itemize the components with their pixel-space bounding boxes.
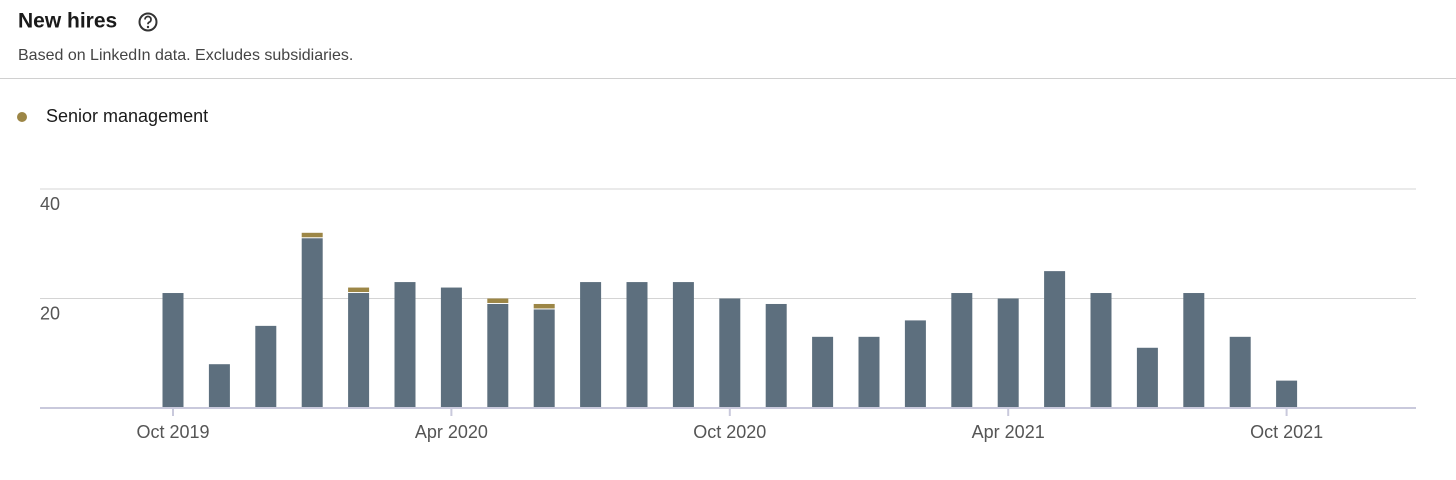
help-icon[interactable] [138, 12, 158, 32]
bar [580, 282, 602, 408]
bar [533, 309, 555, 408]
bar [208, 364, 230, 408]
bar [904, 320, 926, 408]
bar [812, 336, 834, 408]
bar [626, 282, 648, 408]
bar [533, 303, 555, 309]
bar [672, 282, 694, 408]
title: New hires [18, 10, 117, 33]
x-tick-label: Oct 2021 [1250, 422, 1323, 442]
x-tick-label: Oct 2019 [136, 422, 209, 442]
y-tick-label: 40 [40, 194, 60, 214]
bar [1044, 271, 1066, 408]
bar [394, 282, 416, 408]
bar [951, 293, 973, 408]
bar [1276, 380, 1298, 408]
bar [487, 303, 509, 408]
bar [1183, 293, 1205, 408]
bar [301, 232, 323, 238]
bar [997, 298, 1019, 408]
y-tick-label: 20 [40, 303, 60, 323]
x-tick-label: Apr 2020 [415, 422, 488, 442]
bar [440, 287, 462, 408]
bar [1136, 347, 1158, 408]
bar [1229, 336, 1251, 408]
bar [255, 325, 277, 408]
bar [1090, 293, 1112, 408]
bar [301, 238, 323, 408]
bar [162, 293, 184, 408]
bar [348, 293, 370, 408]
bar [765, 303, 787, 408]
bar [719, 298, 741, 408]
x-tick-label: Apr 2021 [972, 422, 1045, 442]
bar [487, 298, 509, 303]
bar [858, 336, 880, 408]
legend-swatch [17, 112, 27, 122]
x-tick-label: Oct 2020 [693, 422, 766, 442]
bar [348, 287, 370, 293]
subtitle: Based on LinkedIn data. Excludes subsidi… [18, 47, 353, 64]
legend-label: Senior management [46, 106, 208, 126]
